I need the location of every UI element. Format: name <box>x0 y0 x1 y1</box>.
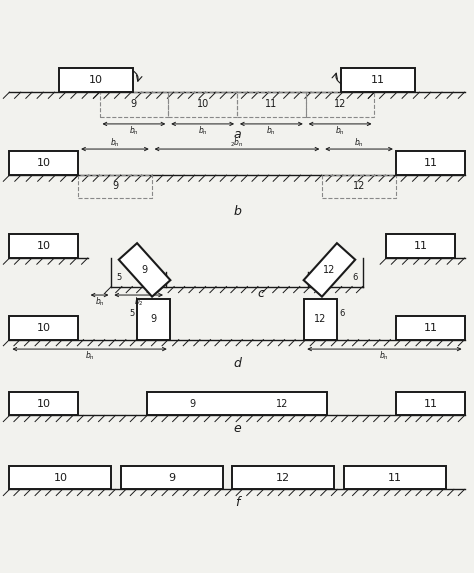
Text: 12: 12 <box>323 265 336 275</box>
Bar <box>9 316 78 340</box>
Text: b: b <box>233 205 241 218</box>
Text: 10: 10 <box>37 241 51 251</box>
Text: a: a <box>233 128 241 142</box>
Text: $b_{\rm n}$: $b_{\rm n}$ <box>95 296 104 308</box>
Bar <box>100 92 168 117</box>
Bar <box>232 466 334 489</box>
Polygon shape <box>119 243 170 297</box>
Bar <box>306 92 374 117</box>
Bar <box>344 466 446 489</box>
Bar <box>396 151 465 175</box>
Text: $b_{\rm 2}$: $b_{\rm 2}$ <box>134 296 144 308</box>
Text: 5: 5 <box>129 309 135 318</box>
Text: 10: 10 <box>89 75 103 85</box>
Bar <box>137 299 170 340</box>
Text: 9: 9 <box>151 315 156 324</box>
Text: $b_{\rm n}$: $b_{\rm n}$ <box>355 136 364 148</box>
Text: d: d <box>233 357 241 370</box>
Bar <box>9 151 78 175</box>
Text: c: c <box>257 287 264 300</box>
Text: 11: 11 <box>414 241 428 251</box>
Text: 9: 9 <box>189 399 195 409</box>
Text: 11: 11 <box>423 158 438 168</box>
Text: 9: 9 <box>168 473 175 482</box>
Text: $b_{\rm n}$: $b_{\rm n}$ <box>110 136 120 148</box>
Bar <box>9 234 78 258</box>
Text: 10: 10 <box>37 323 51 333</box>
Text: 11: 11 <box>388 473 401 482</box>
Text: 12: 12 <box>314 315 327 324</box>
Text: 11: 11 <box>423 323 438 333</box>
Text: $b_{\rm n}$: $b_{\rm n}$ <box>335 124 345 137</box>
Text: 5: 5 <box>116 273 121 281</box>
Bar <box>9 392 78 415</box>
Bar <box>59 68 133 92</box>
Text: 6: 6 <box>339 309 345 318</box>
Text: 12: 12 <box>276 399 288 409</box>
Bar <box>396 392 465 415</box>
Bar <box>147 392 327 415</box>
Text: 11: 11 <box>371 75 385 85</box>
Text: 12: 12 <box>334 100 346 109</box>
Text: 9: 9 <box>112 182 118 191</box>
Bar <box>78 175 152 198</box>
Text: 9: 9 <box>142 265 147 275</box>
Bar <box>341 68 415 92</box>
Text: 12: 12 <box>276 473 290 482</box>
Text: $b_{\rm n}$: $b_{\rm n}$ <box>85 350 94 362</box>
Text: 10: 10 <box>54 473 67 482</box>
Bar <box>304 299 337 340</box>
Text: 11: 11 <box>423 399 438 409</box>
Bar <box>168 92 237 117</box>
Bar <box>237 92 306 117</box>
Text: 12: 12 <box>353 182 365 191</box>
Text: 10: 10 <box>37 399 51 409</box>
Bar <box>9 466 111 489</box>
Bar <box>322 175 396 198</box>
Text: 6: 6 <box>353 273 358 281</box>
Text: $b_{\rm n}$: $b_{\rm n}$ <box>129 124 139 137</box>
Text: $b_{\rm n}$: $b_{\rm n}$ <box>266 124 276 137</box>
Text: 9: 9 <box>131 100 137 109</box>
Text: f: f <box>235 496 239 509</box>
Polygon shape <box>304 243 355 297</box>
Text: 10: 10 <box>37 158 51 168</box>
Text: 10: 10 <box>197 100 209 109</box>
Bar <box>386 234 455 258</box>
Bar <box>121 466 223 489</box>
Text: $b_{\rm n}$: $b_{\rm n}$ <box>380 350 389 362</box>
Text: 11: 11 <box>265 100 277 109</box>
Bar <box>396 316 465 340</box>
Text: e: e <box>233 422 241 435</box>
Text: $b_{\rm n}$: $b_{\rm n}$ <box>198 124 208 137</box>
Text: $_{2}b_{\rm n}$: $_{2}b_{\rm n}$ <box>230 136 244 148</box>
